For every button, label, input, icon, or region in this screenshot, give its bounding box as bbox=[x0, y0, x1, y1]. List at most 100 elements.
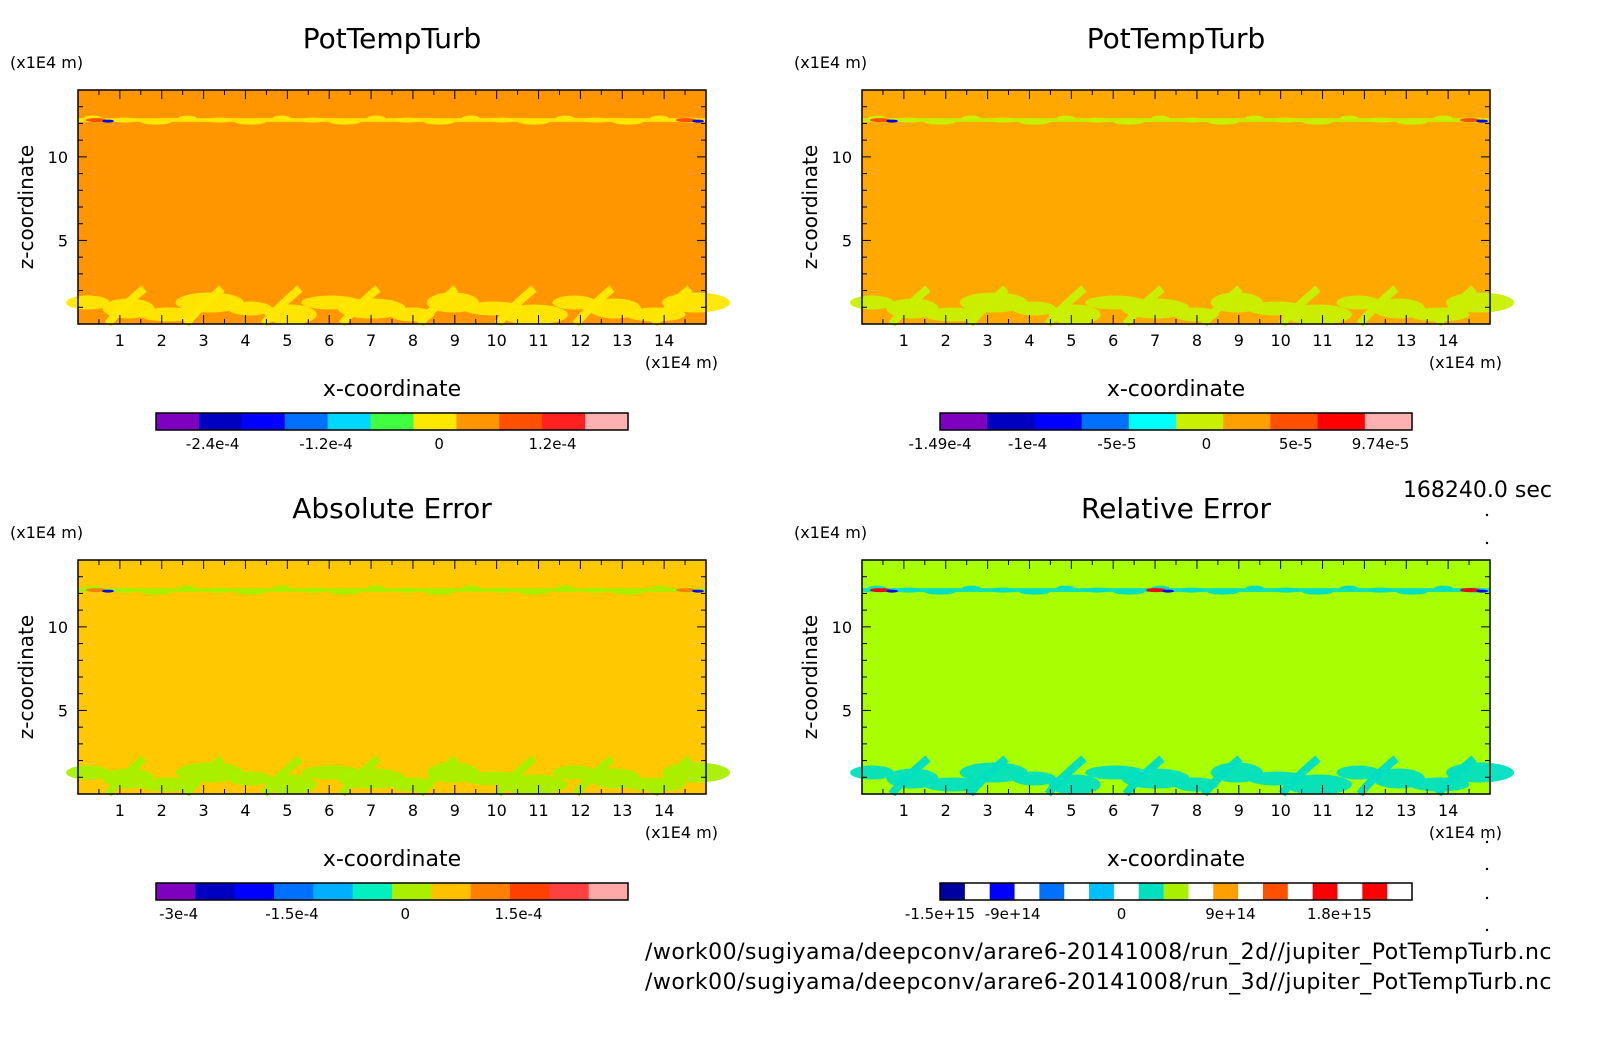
upper-wave bbox=[1302, 119, 1333, 125]
colorbar-frame bbox=[155, 412, 629, 431]
x-tick-label: 3 bbox=[983, 331, 993, 350]
colorbar-swatch bbox=[542, 413, 586, 430]
colorbar-tick-label: -9e+14 bbox=[985, 905, 1041, 923]
upper-wave bbox=[1019, 589, 1050, 595]
y-tick-label: 5 bbox=[58, 231, 68, 250]
colorbar-swatch bbox=[1113, 883, 1140, 900]
turbulence-blob bbox=[552, 295, 597, 310]
upper-wave bbox=[301, 587, 326, 593]
turbulence-blob bbox=[499, 774, 568, 795]
colorbar-swatch bbox=[1064, 883, 1090, 900]
extreme-cell bbox=[676, 588, 696, 593]
colorbar-tick-label: 0 bbox=[434, 435, 444, 453]
extreme-cell bbox=[692, 119, 704, 123]
turbulence-blob bbox=[552, 765, 597, 780]
extreme-cell bbox=[86, 588, 106, 593]
colorbar-tick-label: -5e-5 bbox=[1097, 435, 1136, 453]
upper-wave bbox=[1019, 119, 1050, 125]
upper-wave bbox=[962, 115, 981, 121]
colorbar-swatch bbox=[1014, 883, 1040, 900]
upper-wave bbox=[962, 585, 981, 591]
upper-wave bbox=[896, 117, 921, 123]
x-tick-label: 1 bbox=[115, 331, 125, 350]
upper-wave bbox=[395, 117, 420, 123]
colorbar-tick-label: -1.2e-4 bbox=[299, 435, 352, 453]
plot-area bbox=[78, 90, 706, 324]
upper-wave bbox=[140, 589, 171, 595]
upper-layer bbox=[78, 588, 706, 593]
x-tick-label: 2 bbox=[941, 331, 951, 350]
upper-wave bbox=[112, 587, 137, 593]
x-tick-label: 4 bbox=[1024, 331, 1034, 350]
x-unit-label: (x1E4 m) bbox=[645, 353, 718, 372]
colorbar-swatch bbox=[313, 883, 354, 900]
x-tick-label: 3 bbox=[983, 801, 993, 820]
x-unit-label: (x1E4 m) bbox=[1429, 353, 1502, 372]
file-path-3d: /work00/sugiyama/deepconv/arare6-2014100… bbox=[644, 970, 1552, 995]
colorbar-frame bbox=[155, 882, 629, 901]
x-tick-label: 10 bbox=[486, 801, 506, 820]
upper-wave bbox=[1245, 585, 1264, 591]
turbulence-arc bbox=[260, 755, 303, 797]
colorbar-swatch bbox=[1387, 883, 1413, 900]
colorbar-swatch bbox=[1081, 413, 1130, 430]
x-tick-label: 8 bbox=[1192, 331, 1202, 350]
margin-dot bbox=[1485, 928, 1489, 932]
turbulence-arc bbox=[1434, 285, 1477, 327]
upper-wave bbox=[990, 587, 1015, 593]
extreme-cell bbox=[676, 118, 696, 123]
x-tick-label: 11 bbox=[1312, 331, 1332, 350]
turbulence-arc bbox=[338, 285, 381, 327]
colorbar-tick-label: 1.8e+15 bbox=[1307, 905, 1372, 923]
turbulence-blob bbox=[850, 295, 894, 310]
turbulence-blob bbox=[923, 777, 984, 792]
x-tick-label: 14 bbox=[1438, 801, 1458, 820]
turbulence-arc bbox=[1278, 285, 1321, 327]
extreme-cell bbox=[86, 118, 106, 123]
colorbar-swatch bbox=[585, 413, 629, 430]
plot-area bbox=[862, 90, 1490, 324]
x-tick-label: 5 bbox=[1066, 331, 1076, 350]
x-tick-label: 13 bbox=[1396, 801, 1416, 820]
y-unit-label: (x1E4 m) bbox=[794, 53, 867, 72]
turbulence-arc bbox=[888, 755, 931, 797]
upper-wave bbox=[1208, 589, 1239, 595]
colorbar-tick-label: 1.2e-4 bbox=[528, 435, 576, 453]
turbulence-arc bbox=[416, 285, 459, 327]
upper-wave bbox=[461, 585, 480, 591]
colorbar-tick-label: -3e-4 bbox=[159, 905, 198, 923]
extreme-cell bbox=[692, 589, 704, 593]
extreme-cell bbox=[1460, 118, 1480, 123]
turbulence-arc bbox=[1044, 755, 1087, 797]
turbulence-arc bbox=[1200, 285, 1243, 327]
colorbar-swatch bbox=[327, 413, 372, 430]
x-tick-label: 14 bbox=[654, 331, 674, 350]
turbulence-arc bbox=[494, 755, 537, 797]
x-tick-label: 13 bbox=[612, 801, 632, 820]
upper-wave bbox=[1056, 585, 1075, 591]
turbulence-arc bbox=[572, 285, 615, 327]
colorbar-swatch bbox=[588, 883, 629, 900]
colorbar-tick-label: 9e+14 bbox=[1205, 905, 1255, 923]
colorbar-tick-label: -1.5e-4 bbox=[265, 905, 318, 923]
turbulence-arc bbox=[104, 755, 147, 797]
colorbar-swatch bbox=[352, 883, 393, 900]
x-tick-label: 6 bbox=[324, 801, 334, 820]
upper-wave bbox=[990, 117, 1015, 123]
colorbar-swatch bbox=[964, 883, 991, 900]
turbulence-arc bbox=[1122, 285, 1165, 327]
upper-wave bbox=[140, 119, 171, 125]
colorbar-swatch bbox=[1138, 883, 1165, 900]
upper-wave bbox=[1274, 117, 1299, 123]
x-axis-label: x-coordinate bbox=[323, 377, 461, 402]
colorbar: -1.5e+15 -9e+14 0 9e+14 1.8e+15 bbox=[905, 882, 1413, 923]
upper-layer bbox=[862, 118, 1490, 123]
y-axis-label: z-coordinate bbox=[798, 145, 822, 269]
colorbar-swatch bbox=[940, 413, 988, 430]
x-tick-label: 4 bbox=[1024, 801, 1034, 820]
y-tick-label: 5 bbox=[842, 231, 852, 250]
turbulence-blob bbox=[66, 295, 110, 310]
x-tick-label: 6 bbox=[1108, 801, 1118, 820]
y-axis-label: z-coordinate bbox=[14, 615, 38, 739]
margin-dot bbox=[1485, 513, 1489, 517]
